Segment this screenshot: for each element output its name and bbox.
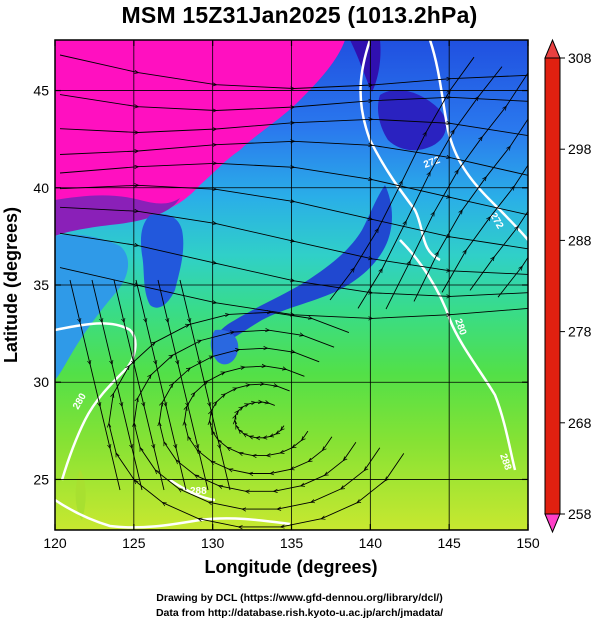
y-tick-label: 45 [33,83,49,99]
x-axis-ticks: 120 125 130 135 140 145 150 [43,40,540,551]
map-figure: 272 272 280 280 288 288 120 125 130 135 140 1… [1,38,592,577]
colorbar-body [544,57,561,515]
x-axis-title: Longitude (degrees) [204,557,377,577]
taiwan-land [75,470,86,520]
chart-title: MSM 15Z31Jan2025 (1013.2hPa) [121,2,478,28]
y-tick-label: 25 [33,471,49,487]
x-tick-label: 150 [516,535,540,551]
credits-footer: Drawing by DCL (https://www.gfd-dennou.o… [0,591,599,621]
colorbar: 258 268 278 288 298 308 [544,38,592,534]
colorbar-tick-label: 278 [568,324,592,340]
x-tick-label: 145 [437,535,461,551]
colorbar-tick-label: 288 [568,232,592,248]
streamline [157,279,209,491]
colorbar-top-triangle [544,38,561,59]
y-tick-label: 40 [33,180,49,196]
streamline [497,55,528,298]
streamline [59,54,528,89]
x-tick-label: 125 [122,535,146,551]
streamline [113,279,165,491]
colorbar-ticks: 258 268 278 288 298 308 [560,50,592,522]
colorbar-tick-label: 258 [568,506,592,522]
streamline [135,279,187,491]
colorbar-tick-label: 308 [568,50,592,66]
grid-lines [55,40,528,530]
x-tick-label: 130 [201,535,225,551]
colorbar-tick-label: 268 [568,415,592,431]
credit-drawing: Drawing by DCL (https://www.gfd-dennou.o… [156,592,443,604]
y-tick-label: 30 [33,374,49,390]
wind-streamlines [59,50,528,527]
y-tick-label: 35 [33,277,49,293]
credit-data-source: Data from http://database.rish.kyoto-u.a… [155,607,444,619]
streamline [109,312,405,527]
streamline [179,279,231,491]
y-axis-title: Latitude (degrees) [1,207,21,363]
x-tick-label: 135 [280,535,304,551]
x-tick-label: 140 [359,535,383,551]
streamline [469,50,528,291]
x-tick-label: 120 [43,535,67,551]
colorbar-bottom-triangle [544,513,561,534]
y-axis-ticks: 25 30 35 40 45 [33,83,528,487]
colorbar-tick-label: 298 [568,141,592,157]
map-field: 272 272 280 280 288 288 [55,40,528,530]
streamline [69,279,121,491]
